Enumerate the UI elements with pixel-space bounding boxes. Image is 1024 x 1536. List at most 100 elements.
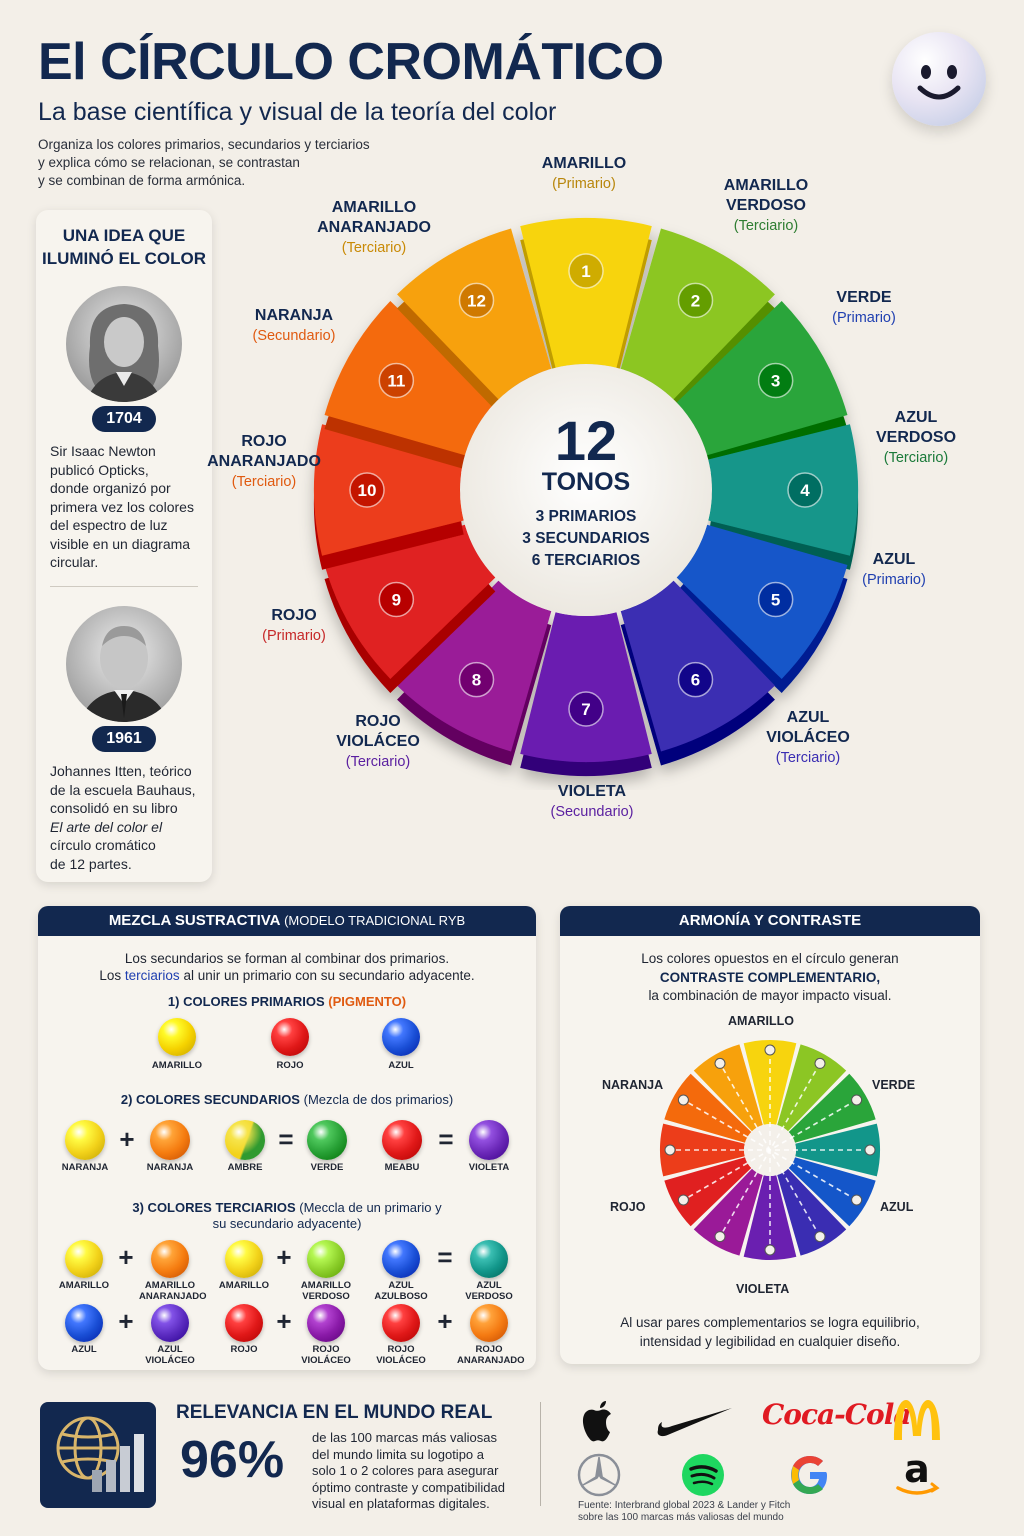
- relevance-text-line: visual en plataformas digitales.: [312, 1496, 490, 1511]
- equals-operator: =: [278, 1124, 294, 1154]
- wheel-center-line: 6 TERCIARIOS: [532, 552, 641, 569]
- secondaries-note: (Mezcla de dos primarios): [303, 1092, 454, 1107]
- harmony-segment: [664, 1157, 752, 1227]
- wheel-segment: [708, 424, 858, 556]
- harmony-footer: Al usar pares complementarios se logra e…: [560, 1314, 980, 1351]
- page-title: El CÍRCULO CROMÁTICO: [38, 33, 664, 91]
- apple-logo: [582, 1401, 611, 1442]
- itten-portrait: [66, 606, 182, 722]
- harmony-label-bottom-left: ROJO: [610, 1200, 646, 1214]
- wheel-center-number: 12: [555, 409, 617, 472]
- wheel-badge: [378, 581, 415, 618]
- wheel-badge-number: 5: [771, 591, 780, 610]
- tertiary-label: AMARILLO: [218, 1280, 270, 1291]
- harmony-segment: [693, 1168, 763, 1256]
- history-title-line: ILUMINÓ EL COLOR: [41, 249, 206, 268]
- mixing-intro-pre: Los: [99, 968, 122, 983]
- amazon-logo: a: [896, 1448, 940, 1495]
- wheel-label-category: (Secundario): [550, 804, 634, 820]
- itten-text-line: de 12 partes.: [50, 855, 132, 872]
- wheel-label-name: VIOLÁCEO: [766, 729, 850, 746]
- wheel-badge-number: 10: [358, 481, 377, 500]
- primaries-tag: (PIGMENTO): [328, 994, 407, 1009]
- wheel-label: VIOLETA (Secundario): [550, 782, 633, 822]
- tertiary-label: AZUL VERDOSO: [465, 1280, 513, 1302]
- source-line: sobre las 100 marcas más valiosas del mu…: [578, 1512, 784, 1523]
- history-title: UNA IDEA QUE ILUMINÓ EL COLOR: [36, 224, 212, 270]
- tertiary-label: AZUL VIOLÁCEO: [145, 1344, 195, 1366]
- wheel-badge-number: 12: [467, 291, 486, 310]
- primaries-title: 1) COLORES PRIMARIOS (PIGMENTO): [38, 994, 536, 1009]
- relevance-text-line: de las 100 marcas más valiosas: [312, 1430, 497, 1445]
- wheel-badge: [677, 282, 714, 319]
- relevance-text-line: del mundo limita su logotipo a: [312, 1446, 484, 1462]
- wheel-badge-number: 2: [691, 291, 700, 310]
- secondaries-title-text: 2) COLORES SECUNDARIOS: [120, 1092, 300, 1107]
- wheel-label: AZUL (Primario): [862, 550, 926, 590]
- wheel-badge-number: 4: [800, 481, 810, 500]
- harmony-segment: [660, 1123, 745, 1177]
- source-note: Fuente: Interbrand global 2023 & Lander …: [578, 1500, 798, 1524]
- newton-text-line: primera vez los colores: [50, 498, 194, 515]
- globe-chart-icon: [40, 1402, 156, 1508]
- tertiaries-note-line: su secundario adyacente): [212, 1216, 362, 1231]
- intro-line: y explica cómo se relacionan, se contras…: [38, 155, 300, 170]
- wheel-label: AMARILLO (Primario): [542, 154, 626, 194]
- harmony-segments: [660, 1040, 880, 1260]
- plus-operator: +: [118, 1306, 134, 1336]
- wheel-label-category: (Primario): [552, 176, 616, 192]
- wheel-label-name: ANARANJADO: [317, 219, 431, 236]
- wheel-segment: [520, 612, 652, 762]
- complementary-dot: [764, 1244, 776, 1256]
- wheel-label-name: NARANJA: [254, 307, 334, 324]
- harmony-segment: [664, 1073, 752, 1143]
- relevance-text-line: óptimo contraste y compatibilidad: [312, 1479, 505, 1495]
- mixing-card: MEZCLA SUSTRACTIVA (MODELO TRADICIONAL R…: [38, 906, 536, 1370]
- harmony-segment: [693, 1044, 763, 1132]
- relevance-text: de las 100 marcas más valiosas del mundo…: [312, 1430, 522, 1513]
- complementary-dot: [764, 1044, 776, 1056]
- wheel-label: ROJO ANARANJADO (Terciario): [207, 432, 321, 492]
- harmony-wheel: [660, 1040, 880, 1260]
- complementary-dot: [664, 1144, 676, 1156]
- newton-text-line: visible en un diagrama: [50, 535, 191, 552]
- wheel-label-category: (Terciario): [883, 450, 949, 466]
- google-logo: [791, 1456, 827, 1494]
- wheel-label: AMARILLO VERDOSO (Terciario): [724, 176, 808, 236]
- wheel-badge-number: 6: [691, 671, 700, 690]
- wheel-label-category: (Secundario): [252, 328, 336, 344]
- history-divider: [50, 586, 198, 587]
- wheel-label-name: AMARILLO: [541, 155, 627, 172]
- secondary-ball: [469, 1120, 509, 1160]
- secondary-ball: [65, 1120, 105, 1160]
- secondary-label: NARANJA: [146, 1162, 194, 1173]
- wheel-label: NARANJA (Secundario): [252, 306, 335, 346]
- tertiary-label: AZUL: [71, 1344, 97, 1355]
- page-subtitle: La base científica y visual de la teoría…: [38, 98, 557, 126]
- complementary-dot: [677, 1194, 689, 1206]
- year-badge-1704: 1704: [92, 406, 156, 432]
- newton-text-line: circular.: [50, 554, 99, 570]
- newton-portrait: [66, 286, 182, 402]
- newton-text-line: donde organizó por: [50, 480, 171, 496]
- wheel-badge-number: 8: [472, 671, 481, 690]
- wheel-center-word: TONOS: [542, 468, 630, 496]
- wheel-badge: [458, 661, 495, 698]
- wheel-badge: [568, 691, 604, 727]
- equals-operator: =: [438, 1124, 454, 1154]
- wheel-label-category: (Terciario): [345, 754, 411, 770]
- plus-operator: +: [276, 1242, 292, 1272]
- relevance-divider: [540, 1402, 541, 1506]
- itten-text-line: El arte del color el: [50, 818, 163, 835]
- wheel-segment: [520, 218, 652, 368]
- itten-text-line: círculo cromático: [50, 837, 156, 853]
- wheel-label-name: ANARANJADO: [207, 453, 321, 470]
- secondaries-title: 2) COLORES SECUNDARIOS (Mezcla de dos pr…: [38, 1092, 536, 1107]
- wheel-label-name: ROJO: [241, 433, 287, 450]
- wheel-badge-number: 7: [581, 700, 590, 719]
- tertiaries-title-text: 3) COLORES TERCIARIOS: [132, 1200, 296, 1215]
- wheel-label-category: (Terciario): [341, 240, 407, 256]
- tertiary-label: AMARILLO VERDOSO: [300, 1280, 352, 1302]
- tertiary-label: ROJO VIOLÁCEO: [376, 1344, 426, 1366]
